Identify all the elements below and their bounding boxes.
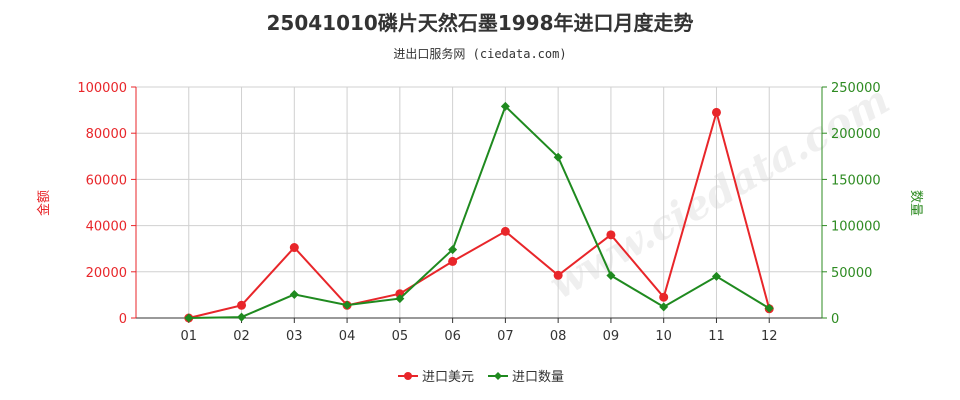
data-point-usd[interactable] (289, 243, 299, 253)
data-point-qty[interactable] (448, 245, 458, 255)
legend: 进口美元 进口数量 (398, 370, 564, 385)
left-tick-label: 80000 (86, 127, 127, 142)
x-tick-label: 05 (392, 329, 409, 344)
axes (135, 87, 823, 319)
data-point-qty[interactable] (764, 303, 774, 313)
data-point-usd[interactable] (659, 292, 669, 302)
data-point-qty[interactable] (500, 101, 510, 111)
left-axis-label: 金额 (36, 190, 52, 216)
x-tick-label: 01 (180, 329, 197, 344)
chart-subtitle: 进出口服务网 (ciedata.com) (393, 46, 566, 61)
left-tick-label: 0 (119, 312, 127, 327)
x-tick-label: 12 (761, 329, 778, 344)
x-tick-label: 04 (339, 329, 356, 344)
left-tick-label: 100000 (77, 81, 127, 96)
chart-title: 25041010磷片天然石墨1998年进口月度走势 (267, 11, 694, 35)
data-point-usd[interactable] (237, 300, 247, 310)
x-tick-label: 11 (708, 329, 725, 344)
right-tick-label: 50000 (831, 266, 872, 281)
x-tick-label: 06 (444, 329, 461, 344)
x-tick-label: 09 (603, 329, 620, 344)
legend-label-qty: 进口数量 (512, 370, 564, 385)
right-tick-label: 150000 (831, 173, 881, 188)
legend-item-qty[interactable]: 进口数量 (488, 370, 564, 385)
data-point-qty[interactable] (237, 312, 247, 322)
data-point-qty[interactable] (289, 289, 299, 299)
x-tick-label: 10 (655, 329, 672, 344)
data-point-usd[interactable] (553, 270, 563, 280)
data-point-qty[interactable] (553, 152, 563, 162)
data-point-qty[interactable] (342, 300, 352, 310)
data-point-qty[interactable] (659, 302, 669, 312)
legend-label-usd: 进口美元 (422, 370, 474, 385)
x-tick-label: 07 (497, 329, 514, 344)
data-point-qty[interactable] (395, 294, 405, 304)
right-y-axis-ticks: 0 50000 100000 150000 200000 250000 (822, 81, 881, 327)
x-tick-label: 08 (550, 329, 567, 344)
right-tick-label: 100000 (831, 220, 881, 235)
x-tick-label: 02 (233, 329, 250, 344)
x-tick-label: 03 (286, 329, 303, 344)
legend-item-usd[interactable]: 进口美元 (398, 370, 474, 385)
grid-lines (136, 86, 822, 319)
left-tick-label: 60000 (86, 173, 127, 188)
x-axis-ticks: 01 02 03 04 05 06 07 08 09 10 11 12 (180, 318, 778, 344)
right-tick-label: 200000 (831, 127, 881, 142)
legend-marker-usd (404, 372, 412, 380)
data-point-usd[interactable] (606, 230, 616, 240)
data-point-qty[interactable] (184, 313, 194, 323)
left-tick-label: 40000 (86, 220, 127, 235)
left-y-axis-ticks: 0 20000 40000 60000 80000 100000 (77, 81, 136, 327)
data-point-usd[interactable] (448, 256, 458, 266)
data-point-qty[interactable] (606, 270, 616, 280)
data-point-usd[interactable] (711, 107, 721, 117)
right-tick-label: 0 (831, 312, 839, 327)
data-point-usd[interactable] (500, 226, 510, 236)
legend-marker-qty (494, 372, 502, 380)
series-line-qty (188, 104, 770, 319)
right-axis-label: 数量 (908, 190, 923, 216)
left-tick-label: 20000 (86, 266, 127, 281)
series-layer (184, 101, 774, 323)
data-point-qty[interactable] (711, 271, 721, 281)
series-line-usd (188, 108, 771, 319)
right-tick-label: 250000 (831, 81, 881, 96)
